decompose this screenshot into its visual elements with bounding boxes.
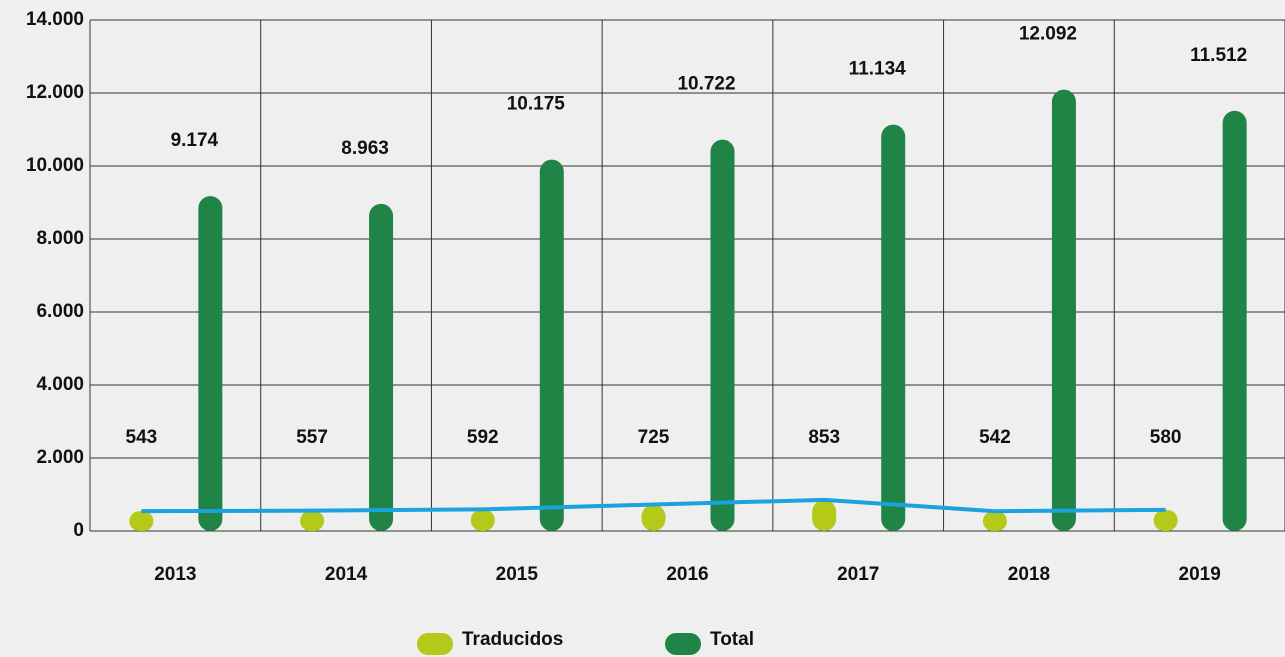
bar	[1051, 89, 1076, 531]
value-label: 853	[808, 427, 840, 448]
bar	[881, 124, 906, 531]
value-label: 11.134	[849, 59, 906, 80]
value-label: 725	[638, 427, 670, 448]
x-tick-label: 2015	[496, 564, 539, 585]
y-tick-label: 8.000	[36, 228, 84, 249]
value-label: 543	[126, 427, 158, 448]
y-tick-label: 2.000	[36, 447, 84, 468]
trend-line	[141, 497, 1166, 514]
y-tick-label: 6.000	[36, 301, 84, 322]
y-tick-label: 12.000	[26, 82, 84, 103]
value-label: 10.722	[677, 74, 735, 95]
x-tick-label: 2017	[837, 564, 879, 585]
legend-swatch	[665, 633, 701, 655]
x-tick-label: 2014	[325, 564, 368, 585]
y-tick-label: 10.000	[26, 155, 84, 176]
y-tick-label: 0	[73, 520, 84, 541]
bar	[1153, 509, 1178, 531]
x-tick-label: 2016	[666, 564, 708, 585]
bar	[982, 511, 1007, 531]
x-tick-label: 2019	[1179, 564, 1221, 585]
bar	[812, 499, 837, 531]
value-label: 8.963	[341, 138, 389, 159]
y-tick-label: 14.000	[26, 9, 84, 30]
bar	[539, 159, 564, 532]
legend-swatch	[417, 633, 453, 655]
bar	[470, 509, 495, 531]
bar	[369, 203, 394, 531]
legend-label: Total	[710, 629, 754, 650]
bar	[1222, 110, 1247, 531]
x-tick-label: 2013	[154, 564, 196, 585]
value-label: 10.175	[507, 94, 566, 115]
value-label: 542	[979, 427, 1011, 448]
bar	[300, 510, 325, 531]
bar	[641, 504, 666, 531]
bar	[129, 511, 154, 531]
legend-label: Traducidos	[462, 629, 563, 650]
bar	[198, 196, 223, 532]
value-label: 9.174	[171, 130, 219, 151]
value-label: 580	[1150, 427, 1182, 448]
y-tick-label: 4.000	[36, 374, 84, 395]
x-tick-label: 2018	[1008, 564, 1050, 585]
value-label: 557	[296, 427, 328, 448]
value-label: 592	[467, 427, 499, 448]
value-label: 11.512	[1190, 45, 1247, 66]
bar	[710, 139, 735, 531]
value-label: 12.092	[1019, 24, 1077, 45]
